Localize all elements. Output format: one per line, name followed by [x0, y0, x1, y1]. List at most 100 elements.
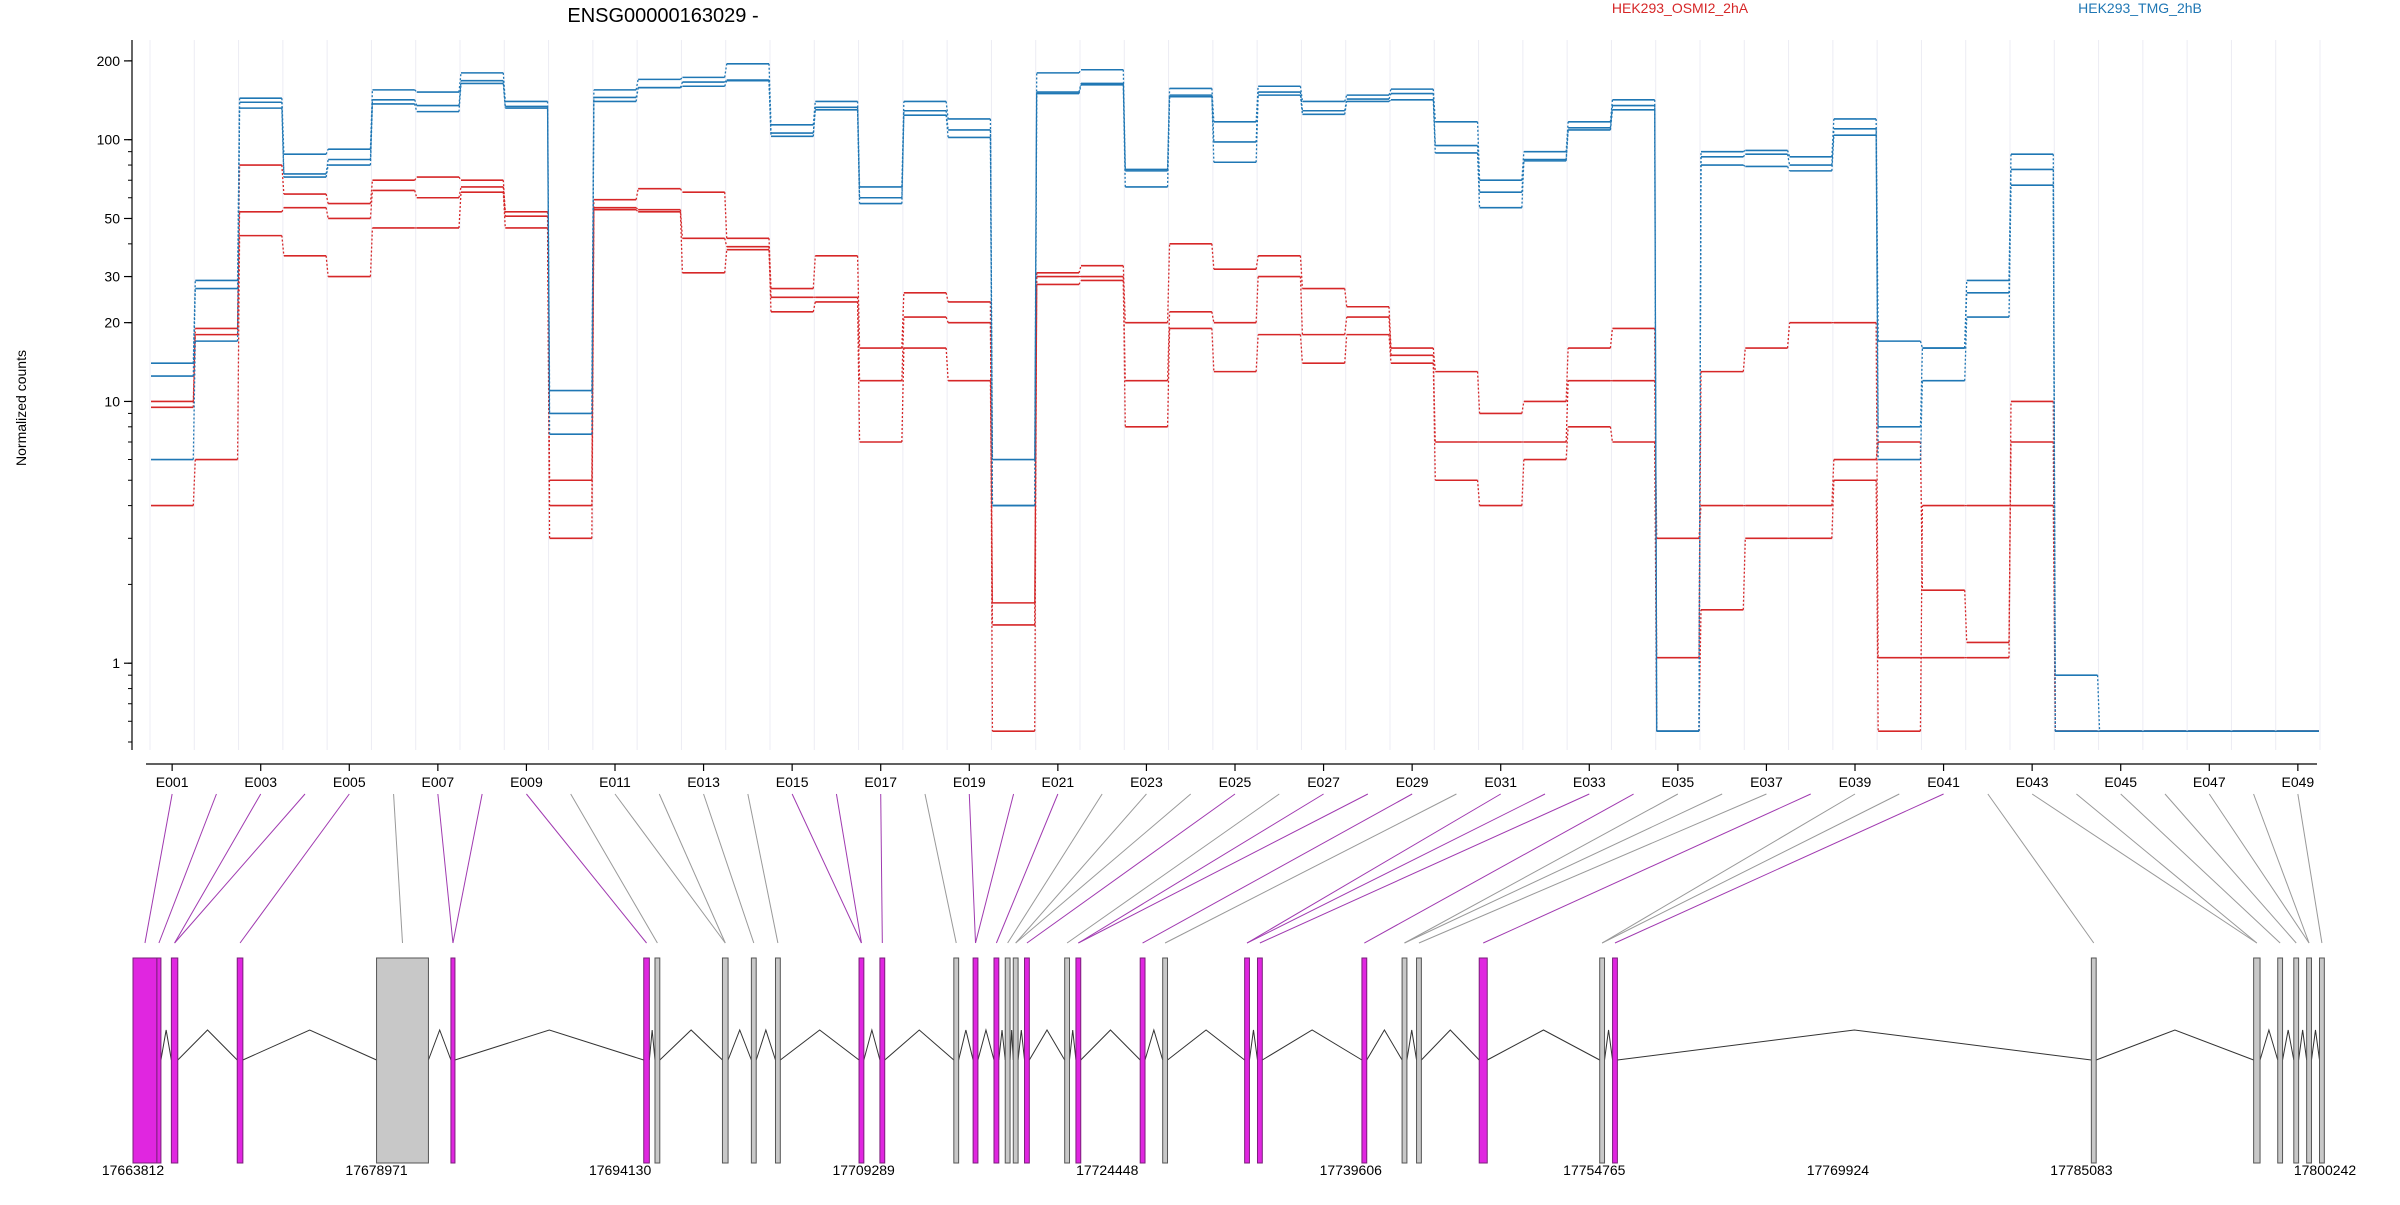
- series-connector: [724, 238, 728, 247]
- series-connector: [1786, 166, 1791, 172]
- exon-block-highlight: [1139, 957, 1146, 1164]
- series-connector: [1122, 265, 1126, 323]
- series-connector: [325, 255, 329, 277]
- series-connector: [1742, 153, 1746, 158]
- exon-block: [1012, 957, 1019, 1164]
- intron-line: [1144, 1028, 1164, 1061]
- series-connector: [1122, 83, 1126, 171]
- intron-line: [1009, 1029, 1014, 1061]
- series-connector: [458, 80, 462, 106]
- series-connector: [1166, 243, 1171, 323]
- series-connector: [1565, 347, 1569, 402]
- series-connector: [812, 301, 816, 312]
- series-connector: [236, 108, 241, 342]
- series-connector: [1476, 152, 1481, 208]
- exon-block-highlight: [450, 957, 456, 1164]
- series-connector: [414, 89, 418, 93]
- series-connector: [414, 103, 418, 112]
- coordinate-tick-label: 17800242: [2294, 1162, 2357, 1178]
- exon-block-highlight: [1024, 957, 1030, 1164]
- gene-model: 17663812 17678971 17694130 17709289 17724448…: [102, 957, 2357, 1178]
- series-connector: [502, 180, 506, 212]
- series-lines: [151, 62, 2319, 732]
- exon-connector: [2120, 793, 2281, 944]
- exon-block-highlight: [1244, 957, 1250, 1164]
- series-connector: [1211, 88, 1215, 122]
- y-tick-label: 20: [104, 315, 120, 331]
- series-connector: [1831, 135, 1835, 171]
- x-tick-label: E039: [1839, 774, 1872, 790]
- x-tick-label: E007: [422, 774, 455, 790]
- series-connector: [901, 110, 905, 198]
- intron-line: [177, 1029, 238, 1061]
- x-tick-label: E043: [2016, 774, 2049, 790]
- intron-line: [755, 1028, 776, 1061]
- series-connector: [281, 165, 285, 195]
- x-tick-label: E041: [1927, 774, 1960, 790]
- x-tick-label: E037: [1750, 774, 1783, 790]
- y-tick-label: 50: [104, 210, 120, 226]
- series-connector: [236, 211, 241, 335]
- series-connector: [414, 176, 418, 181]
- intron-line: [727, 1028, 752, 1061]
- coordinate-tick-label: 17678971: [345, 1162, 408, 1178]
- exon-connector: [975, 793, 1015, 944]
- series-connector: [1388, 93, 1392, 100]
- exon-block: [2277, 957, 2284, 1164]
- intron-line: [1366, 1029, 1403, 1061]
- series-connector: [1964, 590, 1968, 643]
- series-connector: [1919, 505, 1924, 732]
- exon-block: [1401, 957, 1408, 1164]
- exon-connector: [1364, 793, 1634, 944]
- series-connector: [901, 317, 905, 381]
- exon-connector: [968, 793, 977, 944]
- series-connector: [1211, 328, 1215, 372]
- intron-line: [1604, 1029, 1614, 1061]
- series-connector: [856, 301, 861, 443]
- series-connector: [1609, 328, 1614, 349]
- intron-line: [1167, 1029, 1245, 1061]
- intron-line: [1262, 1029, 1363, 1061]
- exon-block-highlight: [1075, 957, 1082, 1164]
- series-connector: [1255, 95, 1259, 163]
- exon-block: [774, 957, 781, 1164]
- y-axis-label: Normalized counts: [13, 350, 29, 466]
- intron-line: [863, 1028, 881, 1061]
- x-tick-label: E031: [1484, 774, 1517, 790]
- series-connector: [1078, 280, 1082, 285]
- series-connector: [1476, 371, 1481, 414]
- y-tick-label: 10: [104, 393, 120, 409]
- series-connector: [945, 292, 949, 303]
- series-connector: [1565, 129, 1569, 161]
- series-connector: [1919, 340, 1924, 349]
- intron-line: [1069, 1029, 1077, 1061]
- exon-connector: [437, 793, 454, 944]
- intron-line: [1421, 1029, 1480, 1061]
- intron-line: [1617, 1029, 2092, 1061]
- intron-line: [977, 1028, 995, 1061]
- exon-block: [750, 957, 757, 1164]
- y-tick-label: 200: [97, 53, 121, 69]
- exon-block-highlight: [132, 957, 158, 1164]
- coordinate-tick-label: 17694130: [589, 1162, 652, 1178]
- series-connector: [1432, 363, 1436, 481]
- series-osmi2-rep3: [151, 191, 2319, 732]
- coordinate-tick-label: 17739606: [1320, 1162, 1383, 1178]
- exon-block: [2306, 957, 2312, 1164]
- series-connector: [1742, 164, 1746, 168]
- series-connector: [1344, 317, 1348, 335]
- exon-block: [376, 957, 429, 1164]
- series-connector: [1166, 311, 1171, 381]
- series-connector: [1211, 96, 1215, 163]
- coordinate-tick-label: 17785083: [2050, 1162, 2113, 1178]
- y-tick-label: 1: [112, 655, 120, 671]
- x-tick-label: E033: [1573, 774, 1606, 790]
- series-connector: [1166, 328, 1171, 427]
- exon-connector: [995, 793, 1059, 944]
- exon-connector: [1418, 793, 1767, 944]
- series-connector: [1521, 151, 1525, 181]
- x-tick-label: E029: [1396, 774, 1429, 790]
- series-connector: [281, 207, 285, 213]
- x-tick-label: E047: [2193, 774, 2226, 790]
